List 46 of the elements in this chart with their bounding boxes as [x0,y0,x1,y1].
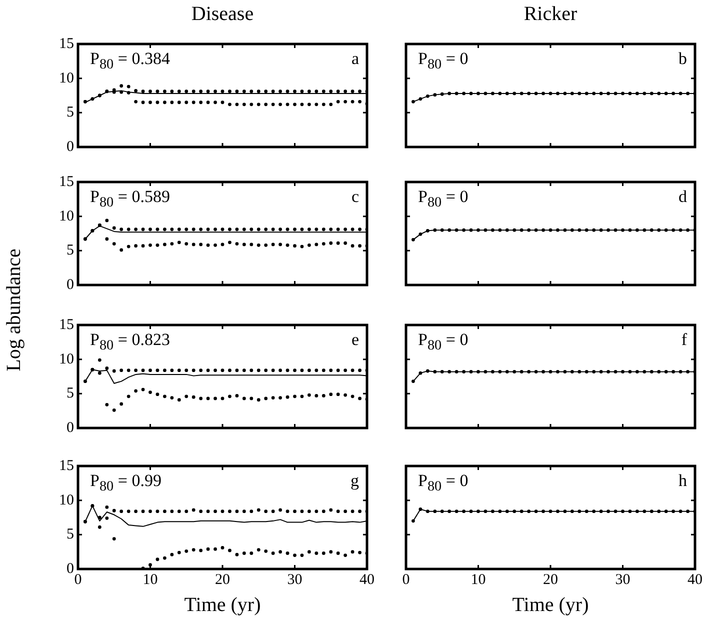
y-tick-label: 10 [59,351,74,368]
y-tick-label: 10 [59,492,74,508]
x-tick-label: 30 [287,572,302,588]
chart-title: Disease [190,2,255,26]
y-tick-label: 5 [66,242,74,259]
annotation: P$_{80}$ = 0 [418,330,468,354]
annotation: P$_{80}$ = 0 [418,187,468,210]
chart-title: Ricker [522,2,578,26]
x-tick-label: 10 [142,572,158,588]
annotation: P$_{80}$ = 0.823 [90,330,170,354]
y-tick-label: 0 [66,420,74,436]
x-tick-label: 40 [688,572,702,588]
annotation: h [678,471,687,490]
y-tick-label: 5 [66,386,74,402]
x-tick-label: 40 [360,572,374,588]
x-tick-label: 30 [615,572,630,588]
annotation: f [680,330,687,349]
x-tick-label: 0 [402,572,410,588]
y-tick-label: 10 [59,70,74,86]
y-tick-label: 15 [59,174,74,190]
y-tick-label: 5 [66,526,74,543]
annotation: P$_{80}$ = 0 [418,49,468,72]
y-axis-title: Log abundance [2,247,26,373]
x-tick-label: 20 [215,572,230,588]
y-tick-label: 0 [66,138,74,155]
y-tick-label: 15 [59,316,74,333]
annotation: e [350,330,359,349]
annotation: P$_{80}$ = 0 [418,471,468,494]
x-tick-label: 10 [470,572,486,588]
y-tick-label: 5 [66,104,74,121]
annotation: P$_{80}$ = 0.384 [90,49,170,72]
annotation: P$_{80}$ = 0.589 [90,187,170,210]
y-tick-label: 15 [59,36,74,52]
y-tick-label: 0 [66,276,74,293]
y-tick-label: 10 [59,208,74,224]
annotation: c [350,187,359,206]
x-tick-label: 20 [543,572,558,588]
x-axis-title: Time (yr) [511,593,590,617]
annotation: b [678,49,687,68]
annotation: P$_{80}$ = 0.99 [90,471,162,494]
annotation: a [350,49,359,68]
annotation: g [350,471,359,490]
annotation: d [678,187,687,206]
y-tick-label: 15 [59,458,74,474]
y-tick-label: 0 [66,560,74,577]
x-axis-title: Time (yr) [183,593,262,617]
